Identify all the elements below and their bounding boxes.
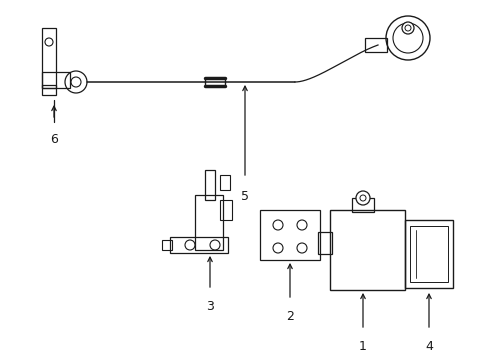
Text: 3: 3 xyxy=(205,300,214,313)
Bar xyxy=(364,38,386,52)
Text: 5: 5 xyxy=(241,190,248,203)
Bar xyxy=(404,220,452,288)
Bar xyxy=(204,170,215,200)
Bar xyxy=(220,200,231,220)
Text: 4: 4 xyxy=(424,340,432,353)
Bar xyxy=(195,195,223,250)
Bar xyxy=(260,210,319,260)
Text: 1: 1 xyxy=(358,340,366,353)
Bar xyxy=(42,28,56,88)
Text: 6: 6 xyxy=(50,133,58,146)
Circle shape xyxy=(355,191,369,205)
Bar xyxy=(42,85,56,95)
Bar xyxy=(409,226,447,282)
Text: 2: 2 xyxy=(285,310,293,323)
Bar xyxy=(329,210,404,290)
Circle shape xyxy=(401,22,413,34)
Bar xyxy=(220,175,229,190)
Bar xyxy=(351,198,373,212)
Bar xyxy=(170,237,227,253)
Bar xyxy=(162,240,172,250)
Bar xyxy=(317,232,331,254)
Bar xyxy=(42,72,70,88)
